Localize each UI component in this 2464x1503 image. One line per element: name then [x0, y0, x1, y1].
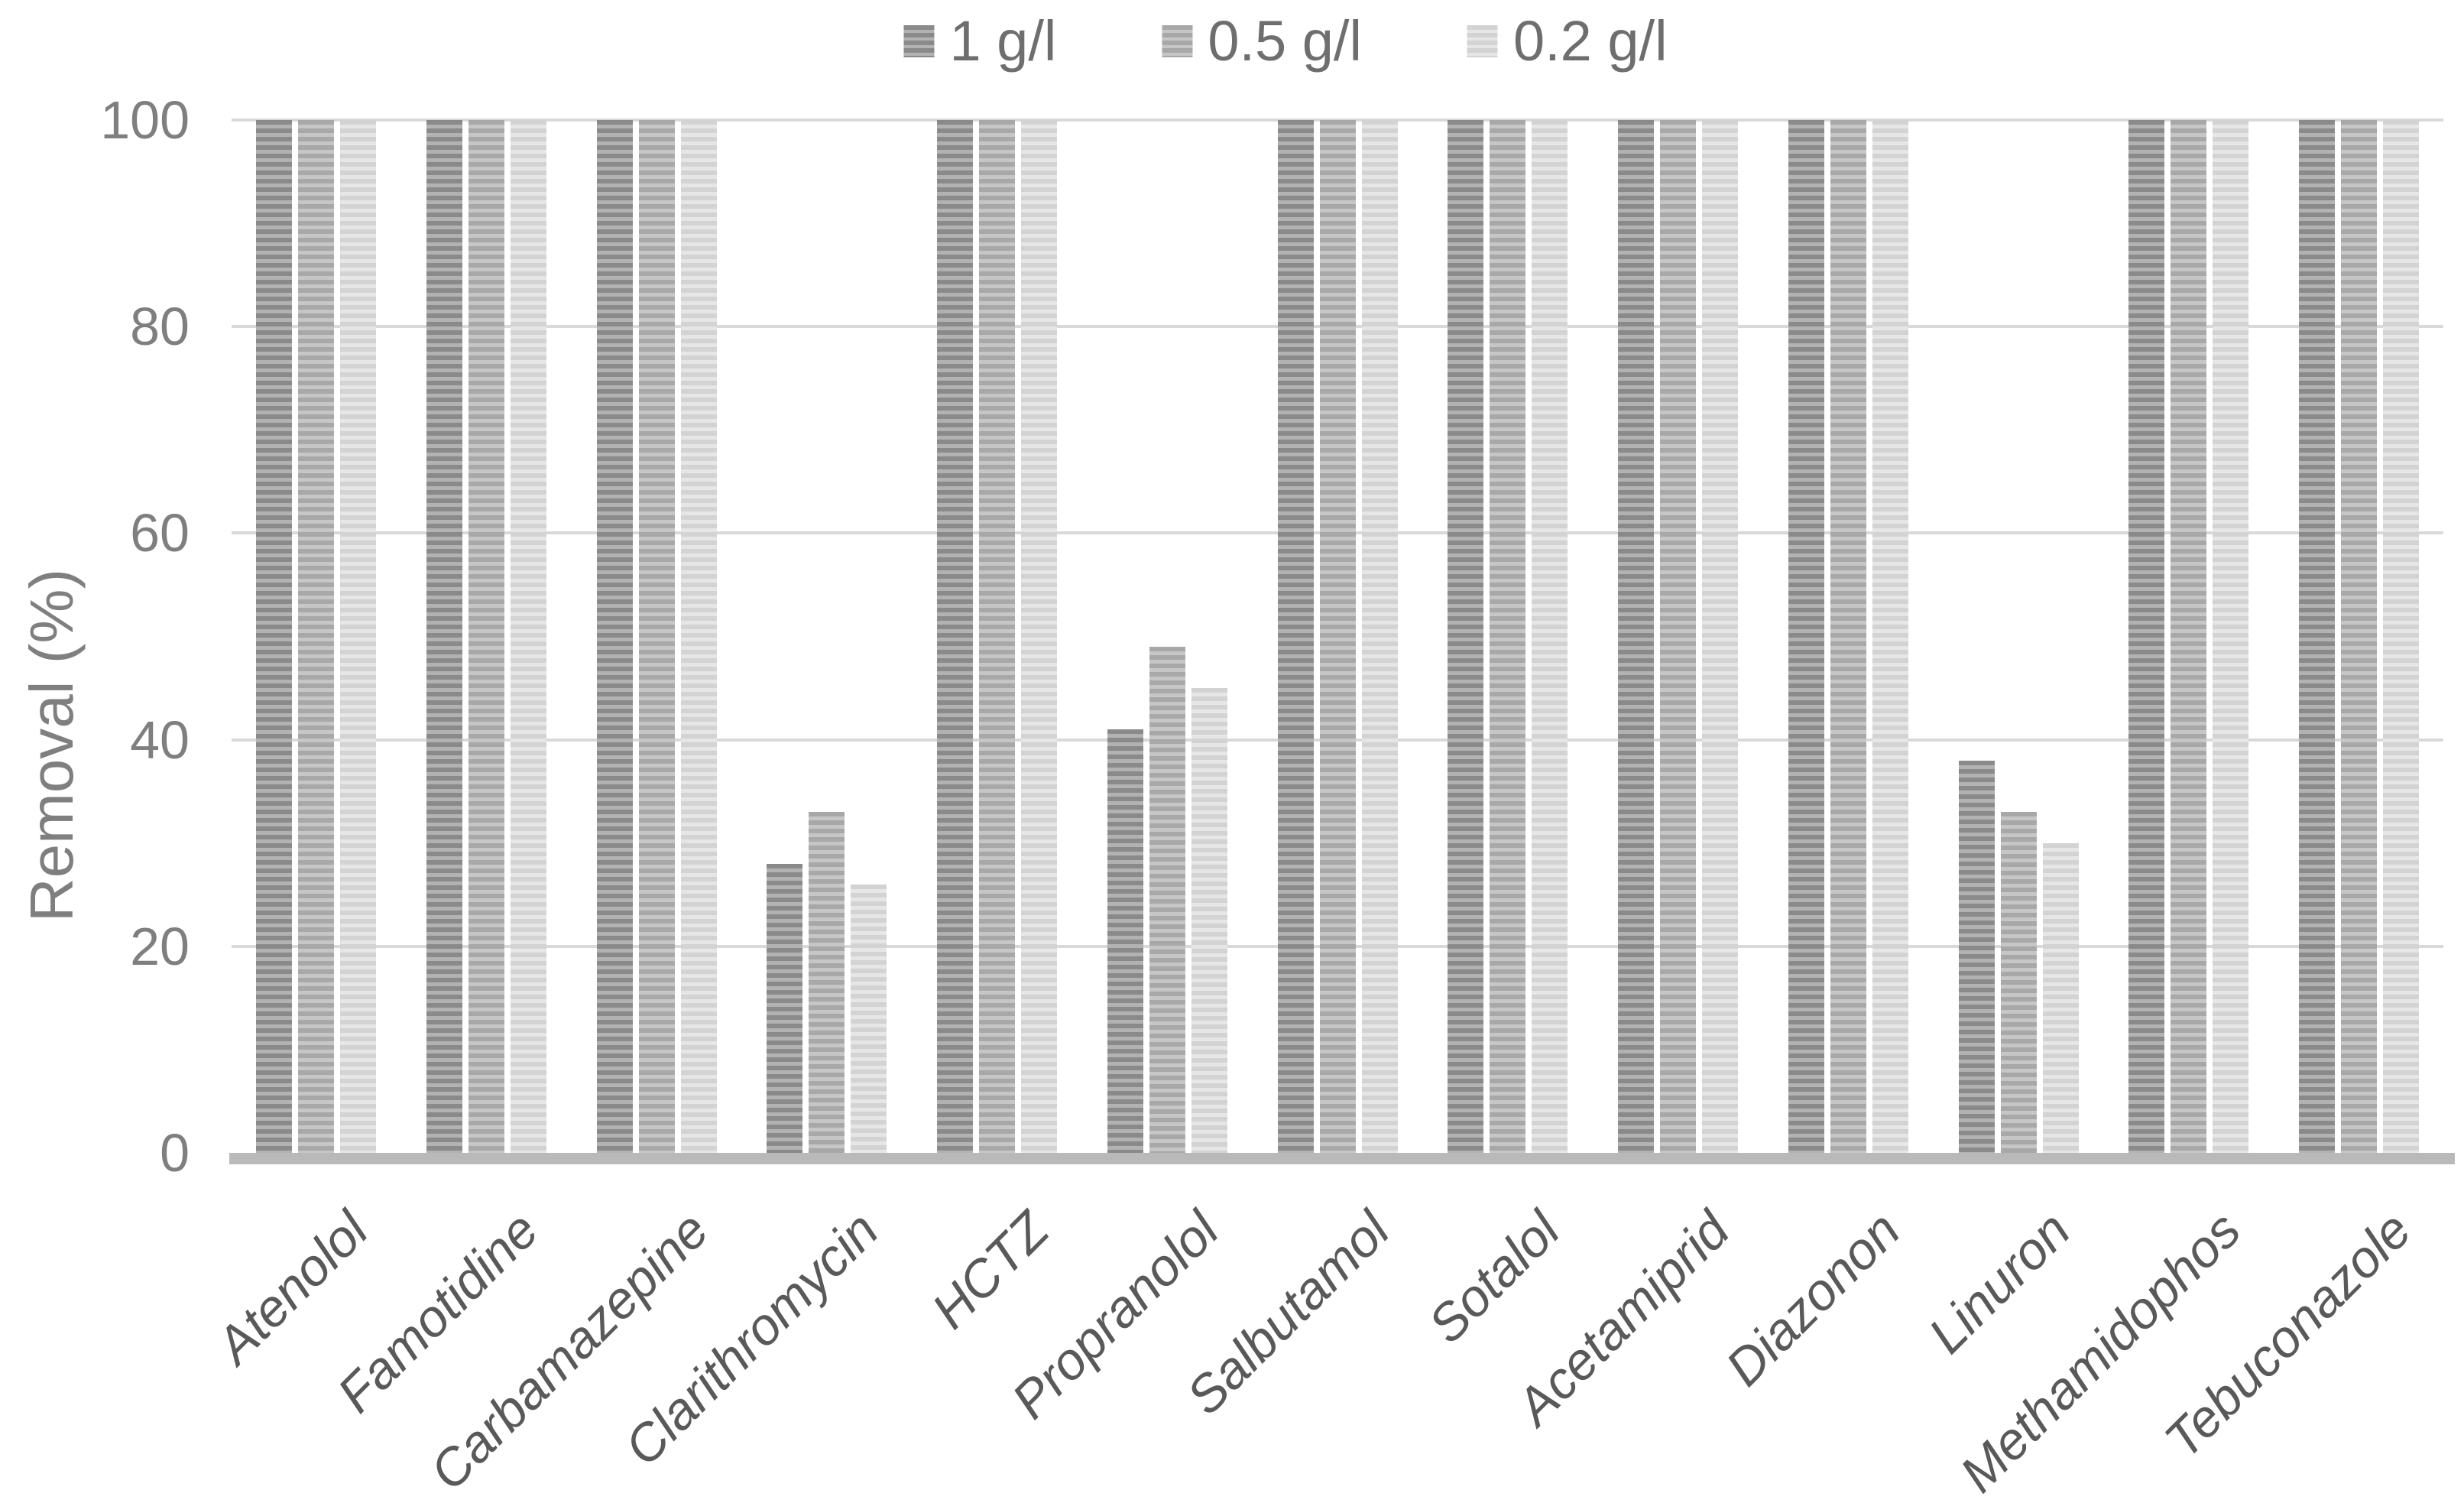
x-axis-label: Diazonon	[1714, 1200, 1911, 1397]
legend-swatch	[1162, 25, 1193, 57]
y-tick-label: 60	[130, 503, 190, 563]
bar	[426, 120, 462, 1153]
legend-item: 1 g/l	[903, 11, 1056, 72]
bar	[1361, 120, 1398, 1153]
bar	[1448, 120, 1484, 1153]
legend-label: 0.2 g/l	[1512, 9, 1668, 73]
bar	[680, 120, 717, 1153]
bar-group	[1618, 120, 1738, 1153]
bar-group	[596, 120, 717, 1153]
plot-area	[232, 118, 2443, 1153]
legend-swatch	[903, 25, 935, 57]
y-tick-label: 20	[130, 916, 190, 976]
bar-group	[2299, 120, 2419, 1153]
bar	[1958, 760, 1995, 1153]
legend-label: 1 g/l	[949, 9, 1057, 73]
legend-item: 0.2 g/l	[1467, 11, 1668, 72]
bar	[1872, 120, 1908, 1153]
x-axis-label: Atenolol	[205, 1200, 379, 1375]
bar	[1532, 120, 1568, 1153]
bar	[468, 120, 504, 1153]
bar	[1021, 120, 1057, 1153]
y-tick-label: 80	[130, 297, 190, 357]
bar	[1702, 120, 1738, 1153]
bar	[2341, 120, 2377, 1153]
bar	[596, 120, 633, 1153]
y-tick-label: 40	[130, 709, 190, 770]
legend-swatch	[1467, 25, 1498, 57]
x-axis-label: Linuron	[1918, 1200, 2082, 1365]
bar	[1618, 120, 1654, 1153]
bar-group	[1107, 120, 1227, 1153]
bar	[1107, 729, 1143, 1153]
bar-group	[426, 120, 546, 1153]
bar-groups	[232, 120, 2443, 1153]
bar	[1319, 120, 1356, 1153]
bar	[2299, 120, 2335, 1153]
x-axis-label: Sotalol	[1417, 1200, 1571, 1355]
bar	[2128, 120, 2165, 1153]
bar	[2171, 120, 2207, 1153]
bar	[2213, 120, 2249, 1153]
bar	[809, 812, 845, 1153]
bar	[340, 120, 376, 1153]
bar-group	[2128, 120, 2249, 1153]
bar	[979, 120, 1015, 1153]
bar	[1149, 647, 1185, 1153]
x-axis-label: HCTZ	[920, 1200, 1060, 1340]
bar	[2000, 812, 2037, 1153]
bar-group	[1277, 120, 1398, 1153]
bar	[1191, 688, 1227, 1153]
bar-group	[767, 120, 887, 1153]
bar	[2042, 842, 2079, 1153]
bar	[298, 120, 334, 1153]
bar	[510, 120, 546, 1153]
bar-group	[256, 120, 376, 1153]
bar	[1788, 120, 1824, 1153]
bar	[638, 120, 675, 1153]
bar	[2383, 120, 2419, 1153]
bar	[1277, 120, 1314, 1153]
bar-group	[1448, 120, 1568, 1153]
bar	[937, 120, 973, 1153]
bar	[1490, 120, 1526, 1153]
bar	[256, 120, 292, 1153]
y-tick-label: 0	[160, 1123, 190, 1183]
legend: 1 g/l 0.5 g/l 0.2 g/l	[903, 11, 1668, 72]
bar	[851, 884, 887, 1153]
bar	[1660, 120, 1696, 1153]
bar	[1830, 120, 1866, 1153]
bar-group	[1958, 120, 2079, 1153]
x-axis-line	[229, 1153, 2455, 1164]
bar	[767, 863, 803, 1153]
bar-group	[937, 120, 1057, 1153]
y-tick-label: 100	[100, 90, 190, 150]
bar-group	[1788, 120, 1908, 1153]
legend-item: 0.5 g/l	[1162, 11, 1362, 72]
legend-label: 0.5 g/l	[1208, 9, 1362, 73]
